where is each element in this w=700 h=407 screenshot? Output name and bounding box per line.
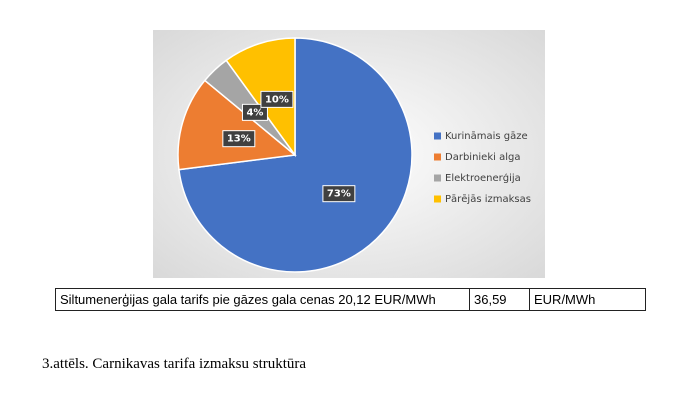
data-label: 73%	[322, 185, 356, 203]
legend-swatch	[434, 195, 441, 203]
data-label-box	[322, 185, 356, 203]
legend-label: Pārējās izmaksas	[445, 194, 531, 205]
data-label-box	[260, 90, 294, 108]
legend-label: Kurināmais gāze	[445, 131, 528, 142]
data-label-text: 13%	[227, 134, 251, 145]
chart: 73% 13% 4%10% Kurināmais gāze Darbinieki alg…	[153, 30, 545, 278]
table-cell: EUR/MWh	[529, 288, 646, 311]
legend-swatch	[434, 132, 441, 140]
data-label-text: 10%	[265, 94, 289, 105]
legend-label: Elektroenerģija	[445, 173, 521, 184]
data-label-text: 73%	[327, 189, 351, 200]
pie-slice	[177, 79, 297, 171]
data-label: 4%	[241, 103, 268, 121]
table-cell: Siltumenerģijas gala tarifs pie gāzes ga…	[55, 288, 470, 311]
legend-label: Darbinieki alga	[445, 152, 520, 163]
table-cell: 36,59	[469, 288, 530, 311]
tariff-table: Siltumenerģijas gala tarifs pie gāzes ga…	[55, 288, 646, 311]
legend-swatch	[434, 174, 441, 182]
data-label: 10%	[260, 90, 294, 108]
data-label-box	[222, 130, 256, 148]
table-row: Siltumenerģijas gala tarifs pie gāzes ga…	[55, 288, 646, 311]
caption: 3.attēls. Carnikavas tarifa izmaksu stru…	[42, 356, 307, 372]
data-label-box	[241, 103, 268, 121]
data-label: 13%	[222, 130, 256, 148]
legend-swatch	[434, 153, 441, 161]
data-label-text: 4%	[246, 107, 263, 118]
